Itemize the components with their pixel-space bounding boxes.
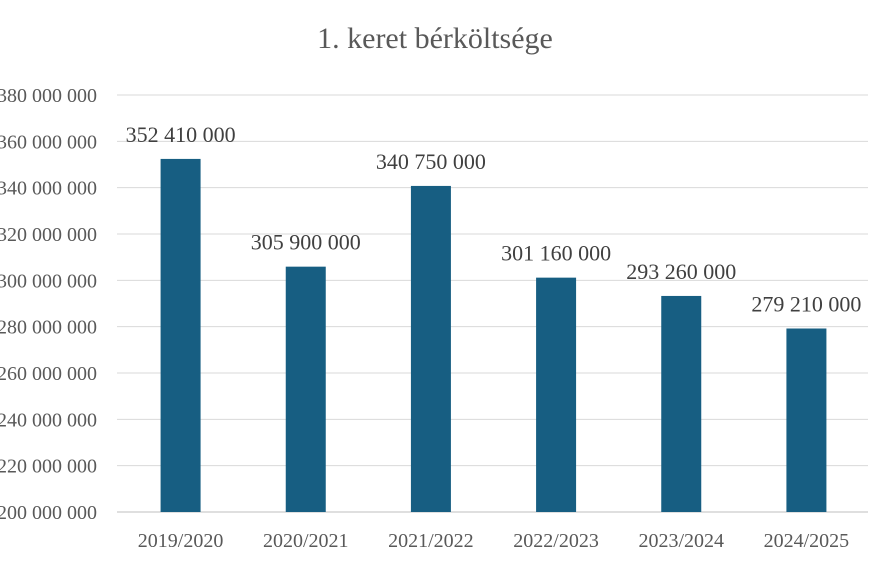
data-label: 340 750 000 [376, 149, 486, 174]
x-tick-label: 2024/2025 [764, 530, 850, 552]
data-label: 352 410 000 [126, 122, 236, 147]
y-tick-label: 260 000 000 [0, 363, 97, 385]
y-tick-label: 300 000 000 [0, 270, 97, 292]
bar-2023-2024 [661, 295, 702, 512]
x-tick-label: 2021/2022 [388, 530, 474, 552]
bar-2021-2022 [410, 185, 451, 512]
data-label: 293 260 000 [626, 259, 736, 284]
y-tick-label: 240 000 000 [0, 409, 97, 431]
y-tick-label: 200 000 000 [0, 502, 97, 524]
bar-2020-2021 [285, 266, 326, 512]
y-tick-label: 340 000 000 [0, 178, 97, 200]
bar-2019-2020 [160, 158, 201, 512]
data-label: 301 160 000 [501, 241, 611, 266]
y-tick-label: 380 000 000 [0, 85, 97, 107]
bar-2024-2025 [786, 328, 827, 512]
y-tick-label: 220 000 000 [0, 456, 97, 478]
bar-2022-2023 [536, 277, 577, 512]
data-label: 279 210 000 [751, 291, 861, 316]
x-tick-label: 2019/2020 [138, 530, 224, 552]
y-tick-label: 280 000 000 [0, 317, 97, 339]
x-tick-label: 2023/2024 [638, 530, 724, 552]
data-label: 305 900 000 [251, 230, 361, 255]
chart-title: 1. keret bérköltsége [317, 22, 553, 55]
x-tick-label: 2022/2023 [513, 530, 599, 552]
x-tick-label: 2020/2021 [263, 530, 349, 552]
y-tick-label: 360 000 000 [0, 131, 97, 153]
y-tick-label: 320 000 000 [0, 224, 97, 246]
